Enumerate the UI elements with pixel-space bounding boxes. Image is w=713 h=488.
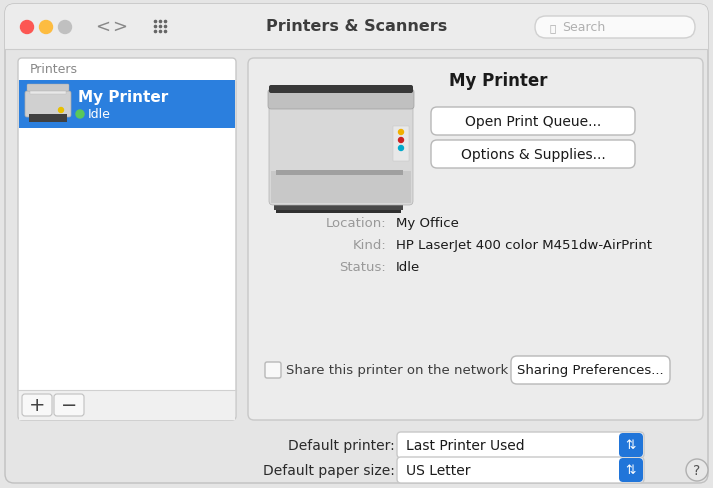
Bar bbox=[393, 127, 409, 162]
Text: Location:: Location: bbox=[325, 217, 386, 230]
FancyBboxPatch shape bbox=[265, 362, 281, 378]
FancyBboxPatch shape bbox=[269, 102, 413, 205]
Text: Default paper size:: Default paper size: bbox=[263, 463, 395, 477]
Circle shape bbox=[58, 108, 63, 113]
Text: 🔍: 🔍 bbox=[549, 23, 555, 33]
Circle shape bbox=[58, 21, 71, 35]
Bar bbox=[276, 171, 403, 176]
Circle shape bbox=[686, 459, 708, 481]
Text: Sharing Preferences...: Sharing Preferences... bbox=[517, 364, 664, 377]
Circle shape bbox=[399, 138, 404, 143]
FancyBboxPatch shape bbox=[535, 17, 695, 39]
FancyBboxPatch shape bbox=[54, 394, 84, 416]
FancyBboxPatch shape bbox=[619, 458, 643, 482]
Text: Default printer:: Default printer: bbox=[288, 438, 395, 452]
FancyBboxPatch shape bbox=[268, 90, 414, 110]
Text: ?: ? bbox=[693, 463, 701, 477]
Text: <: < bbox=[96, 18, 111, 36]
Text: Last Printer Used: Last Printer Used bbox=[406, 438, 525, 452]
Circle shape bbox=[76, 111, 84, 119]
FancyBboxPatch shape bbox=[5, 5, 708, 483]
Text: US Letter: US Letter bbox=[406, 463, 471, 477]
Circle shape bbox=[399, 130, 404, 135]
Circle shape bbox=[39, 21, 53, 35]
Text: My Printer: My Printer bbox=[449, 72, 548, 90]
Bar bbox=[19, 390, 235, 420]
Text: >: > bbox=[113, 18, 128, 36]
Circle shape bbox=[21, 21, 34, 35]
Text: Options & Supplies...: Options & Supplies... bbox=[461, 148, 605, 162]
Bar bbox=[29, 115, 67, 123]
Text: Open Print Queue...: Open Print Queue... bbox=[465, 115, 601, 129]
Bar bbox=[274, 204, 403, 210]
FancyBboxPatch shape bbox=[431, 108, 635, 136]
Text: Kind:: Kind: bbox=[352, 239, 386, 252]
Text: Share this printer on the network: Share this printer on the network bbox=[286, 364, 508, 377]
Text: +: + bbox=[29, 396, 45, 415]
FancyBboxPatch shape bbox=[22, 394, 52, 416]
Text: Search: Search bbox=[562, 21, 605, 35]
Text: Printers: Printers bbox=[30, 63, 78, 76]
FancyBboxPatch shape bbox=[25, 92, 71, 118]
Bar bbox=[276, 202, 401, 214]
FancyBboxPatch shape bbox=[18, 59, 236, 420]
Text: Status:: Status: bbox=[339, 261, 386, 274]
Text: Idle: Idle bbox=[396, 261, 420, 274]
Bar bbox=[271, 172, 411, 203]
Bar bbox=[5, 32, 708, 50]
Text: Idle: Idle bbox=[88, 108, 111, 121]
FancyBboxPatch shape bbox=[619, 433, 643, 457]
Bar bbox=[30, 89, 66, 95]
FancyBboxPatch shape bbox=[397, 457, 644, 483]
Circle shape bbox=[399, 146, 404, 151]
Text: Printers & Scanners: Printers & Scanners bbox=[267, 20, 448, 35]
Text: ⇅: ⇅ bbox=[626, 464, 636, 476]
FancyBboxPatch shape bbox=[431, 141, 635, 169]
FancyBboxPatch shape bbox=[397, 432, 644, 458]
Text: HP LaserJet 400 color M451dw-AirPrint: HP LaserJet 400 color M451dw-AirPrint bbox=[396, 239, 652, 252]
FancyBboxPatch shape bbox=[511, 356, 670, 384]
Text: My Office: My Office bbox=[396, 217, 459, 230]
Text: ⇅: ⇅ bbox=[626, 439, 636, 451]
Text: −: − bbox=[61, 396, 77, 415]
Text: My Printer: My Printer bbox=[78, 90, 168, 105]
FancyBboxPatch shape bbox=[27, 85, 69, 92]
Bar bbox=[19, 81, 235, 129]
FancyBboxPatch shape bbox=[269, 86, 413, 94]
FancyBboxPatch shape bbox=[5, 5, 708, 50]
FancyBboxPatch shape bbox=[248, 59, 703, 420]
